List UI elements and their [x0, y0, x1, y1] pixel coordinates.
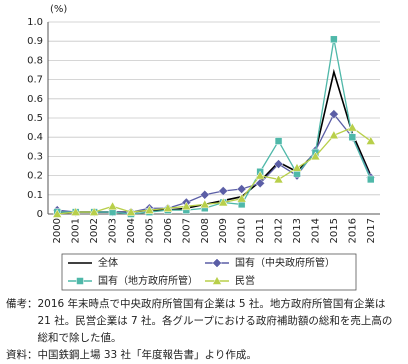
data-point [255, 170, 266, 180]
y-tick-label: 0.9 [27, 36, 43, 47]
x-tick-label: 2012 [274, 218, 285, 243]
data-point [199, 199, 210, 209]
data-point [107, 201, 118, 211]
notes: 備考： 2016 年末時点で中央政府所管国有企業は 5 社。地方政府所管国有企業… [0, 296, 408, 364]
data-point [218, 197, 229, 207]
x-tick-label: 2014 [310, 218, 321, 243]
y-tick-label: 1.0 [27, 17, 43, 28]
legend-label: 民営 [235, 274, 255, 287]
x-tick-label: 2002 [89, 218, 100, 243]
data-point [367, 175, 375, 184]
data-point [236, 193, 247, 203]
y-tick-label: 0.5 [27, 113, 43, 124]
data-point [310, 151, 321, 161]
legend-label: 国有（地方政府所管） [98, 274, 198, 287]
data-point [144, 205, 155, 214]
data-point [329, 109, 339, 120]
series-line [57, 39, 372, 215]
data-point [274, 137, 283, 145]
x-tick-label: 2006 [163, 218, 174, 243]
data-point [199, 189, 210, 200]
data-point [347, 122, 358, 132]
legend-label: 国有（中央政府所管） [235, 256, 335, 269]
x-tick-label: 2017 [366, 218, 377, 243]
data-point [255, 178, 265, 189]
x-tick-label: 2001 [71, 218, 82, 243]
data-point [52, 208, 63, 218]
legend-label: 全体 [98, 256, 118, 269]
source: 中国鉄鋼上場 33 社「年度報告書」より作成。 [37, 349, 257, 361]
remarks-label: 備考： [6, 298, 38, 310]
data-point [273, 159, 284, 169]
x-tick-label: 2010 [237, 218, 248, 243]
x-tick-label: 2005 [144, 218, 155, 243]
x-tick-label: 2003 [108, 218, 119, 243]
x-tick-label: 2011 [255, 218, 266, 243]
x-tick-label: 2015 [329, 218, 340, 243]
x-tick-label: 2009 [218, 218, 229, 243]
legend-box [61, 253, 357, 291]
legend-marker [212, 275, 222, 285]
data-point [181, 201, 192, 211]
data-point [365, 136, 376, 145]
y-tick-label: 0.2 [27, 171, 43, 182]
source-label: 資料： [6, 349, 38, 361]
series-line [57, 126, 372, 215]
y-tick-label: 0.7 [27, 75, 43, 86]
y-tick-label: 0.3 [27, 151, 43, 162]
legend-marker [212, 258, 222, 268]
data-point [292, 162, 302, 172]
x-tick-label: 2008 [200, 218, 211, 243]
data-point [273, 174, 284, 184]
remarks: 2016 年末時点で中央政府所管国有企業は 5 社。地方政府所管国有企業は 21… [37, 298, 393, 344]
data-point [236, 184, 247, 194]
data-point [89, 207, 100, 216]
x-tick-label: 2004 [126, 218, 137, 243]
data-point [330, 35, 338, 44]
data-point [328, 130, 339, 140]
y-tick-label: 0 [37, 209, 43, 220]
data-point [162, 203, 173, 212]
data-point [218, 186, 229, 196]
y-tick-label: 0.1 [27, 190, 43, 201]
chart: (%) 0 0.1 0.2 0.3 0.4 0.5 0.6 0.7 0.8 0.9 1.0 2000 2… [27, 4, 380, 291]
x-tick-label: 2016 [347, 218, 358, 243]
y-tick-label: 0.6 [27, 94, 43, 105]
x-tick-label: 2013 [292, 218, 303, 243]
series-line [57, 112, 372, 213]
series-line [57, 68, 372, 213]
unit-label: (%) [50, 4, 67, 15]
data-point [70, 207, 81, 216]
x-tick-label: 2000 [52, 218, 63, 243]
y-tick-label: 0.8 [27, 55, 43, 66]
y-tick-label: 0.4 [27, 132, 43, 143]
data-point [348, 133, 357, 141]
data-point [126, 207, 136, 216]
legend-marker [76, 277, 84, 285]
x-tick-label: 2007 [181, 218, 192, 243]
